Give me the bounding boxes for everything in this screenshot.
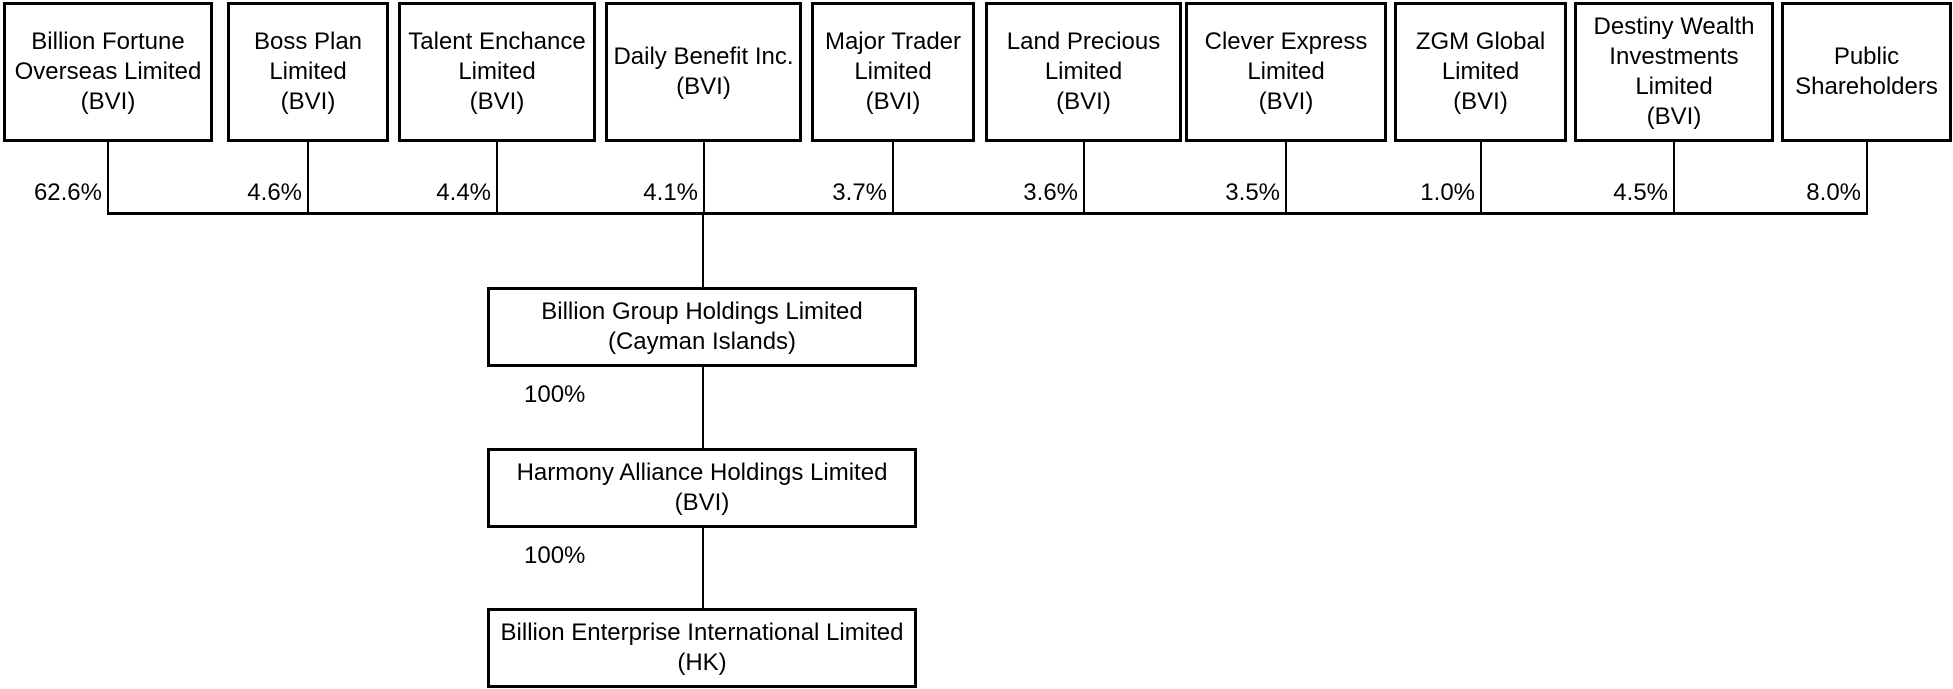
entity-jurisdiction: (BVI) (280, 88, 336, 115)
shareholder-box: Destiny Wealth Investments Limited (BVI) (1574, 2, 1774, 142)
entity-jurisdiction: (BVI) (1258, 88, 1314, 115)
entity-name: Destiny Wealth Investments Limited (1593, 13, 1755, 100)
shareholder-box: ZGM Global Limited (BVI) (1394, 2, 1567, 142)
entity-name: Daily Benefit Inc. (613, 43, 794, 70)
shareholder-connector-line (107, 142, 109, 212)
connector-bus-to-group (702, 215, 704, 287)
shareholder-connector-line (892, 142, 894, 212)
ownership-percentage: 8.0% (1806, 179, 1861, 206)
ownership-percentage: 100% (524, 542, 586, 569)
entity-jurisdiction: (BVI) (865, 88, 921, 115)
ownership-percentage: 4.5% (1613, 179, 1668, 206)
company-box-billion-group: Billion Group Holdings Limited (Cayman I… (487, 287, 917, 367)
connector-group-to-harmony (702, 367, 704, 448)
shareholder-box: Clever Express Limited (BVI) (1185, 2, 1387, 142)
entity-jurisdiction: (BVI) (674, 489, 730, 516)
company-box-harmony-alliance: Harmony Alliance Holdings Limited (BVI) (487, 448, 917, 528)
shareholder-connector-line (1285, 142, 1287, 212)
entity-jurisdiction: (BVI) (469, 88, 525, 115)
entity-jurisdiction: (BVI) (676, 73, 731, 100)
shareholder-connector-line (1083, 142, 1085, 212)
ownership-percentage: 3.5% (1225, 179, 1280, 206)
shareholder-box: Land Precious Limited (BVI) (985, 2, 1182, 142)
entity-jurisdiction: (BVI) (1453, 88, 1508, 115)
entity-name: Billion Fortune Overseas Limited (14, 28, 202, 85)
ownership-percentage: 100% (524, 381, 586, 408)
ownership-percentage: 62.6% (33, 179, 102, 206)
shareholder-connector-line (1673, 142, 1675, 212)
shareholder-box: Talent Enchance Limited (BVI) (398, 2, 596, 142)
entity-name: ZGM Global Limited (1415, 28, 1546, 85)
connector-harmony-to-enterprise (702, 528, 704, 608)
shareholder-box: Public Shareholders (1781, 2, 1952, 142)
ownership-percentage: 4.6% (247, 179, 302, 206)
shareholder-connector-line (307, 142, 309, 212)
entity-name: Major Trader Limited (824, 28, 962, 85)
ownership-percentage: 3.6% (1023, 179, 1078, 206)
shareholder-connector-line (1480, 142, 1482, 212)
entity-name: Clever Express Limited (1204, 28, 1368, 85)
entity-jurisdiction: (BVI) (1056, 88, 1111, 115)
entity-name: Talent Enchance Limited (408, 28, 586, 85)
shareholder-connector-line (1866, 142, 1868, 212)
entity-jurisdiction: (BVI) (1646, 103, 1702, 130)
entity-name: Billion Enterprise International Limited (500, 619, 904, 646)
entity-jurisdiction: (BVI) (80, 88, 136, 115)
ownership-percentage: 4.4% (436, 179, 491, 206)
ownership-percentage: 3.7% (832, 179, 887, 206)
shareholding-bus-line (107, 212, 1868, 215)
entity-name: Billion Group Holdings Limited (541, 298, 863, 325)
shareholder-box: Major Trader Limited (BVI) (811, 2, 975, 142)
shareholder-box: Billion Fortune Overseas Limited (BVI) (3, 2, 213, 142)
ownership-percentage: 4.1% (643, 179, 698, 206)
shareholder-box: Boss Plan Limited (BVI) (227, 2, 389, 142)
entity-name: Public Shareholders (1795, 43, 1938, 100)
shareholder-box: Daily Benefit Inc. (BVI) (605, 2, 802, 142)
entity-name: Land Precious Limited (1006, 28, 1161, 85)
entity-jurisdiction: (HK) (677, 649, 727, 676)
company-box-billion-enterprise: Billion Enterprise International Limited… (487, 608, 917, 688)
shareholder-connector-line (496, 142, 498, 212)
entity-jurisdiction: (Cayman Islands) (607, 328, 797, 355)
entity-name: Harmony Alliance Holdings Limited (516, 459, 888, 486)
shareholder-connector-line (703, 142, 705, 212)
ownership-percentage: 1.0% (1420, 179, 1475, 206)
entity-name: Boss Plan Limited (253, 28, 363, 85)
